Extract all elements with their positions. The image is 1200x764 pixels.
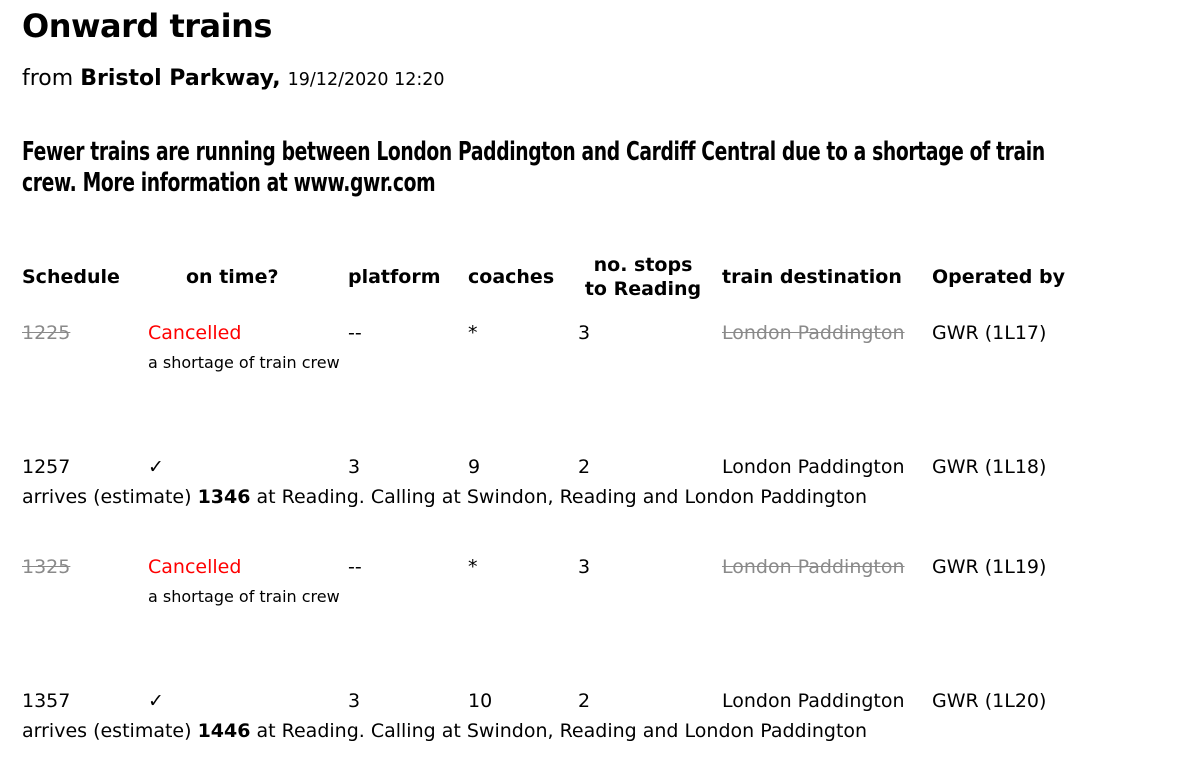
stops-value: 3 <box>578 555 591 578</box>
train-row-main: 1225 Cancelled -- * 3 London Paddington … <box>22 321 1188 345</box>
train-row-main: 1325 Cancelled -- * 3 London Paddington … <box>22 555 1188 579</box>
header-on-time: on time? <box>186 265 279 288</box>
cancellation-reason: a shortage of train crew <box>148 352 340 372</box>
operator-value: GWR (1L17) <box>932 321 1047 344</box>
destination-value: London Paddington <box>722 321 905 344</box>
operator-value: GWR (1L18) <box>932 455 1047 478</box>
header-destination: train destination <box>722 265 902 288</box>
stops-value: 3 <box>578 321 591 344</box>
train-row-1257: 1257 ✓ 3 9 2 London Paddington GWR (1L18… <box>22 455 1188 507</box>
disruption-notice-line2: crew. More information at www.gwr.com <box>22 167 436 198</box>
schedule-time: 1257 <box>22 455 71 478</box>
header-stops-line2: to Reading <box>584 277 702 300</box>
schedule-time: 1357 <box>22 689 71 712</box>
table-header: Schedule on time? platform coaches no. s… <box>22 253 1188 301</box>
coaches-value: 10 <box>468 689 493 712</box>
header-stops-line1: no. stops <box>593 253 693 276</box>
train-row-1225: 1225 Cancelled -- * 3 London Paddington … <box>22 321 1188 373</box>
on-time-check: ✓ <box>148 455 164 478</box>
on-time-check: ✓ <box>148 689 164 712</box>
train-row-main: 1257 ✓ 3 9 2 London Paddington GWR (1L18… <box>22 455 1188 479</box>
platform-value: 3 <box>348 689 361 712</box>
arrival-detail: arrives (estimate) 1446 at Reading. Call… <box>22 721 1188 741</box>
disruption-notice: Fewer trains are running between London … <box>22 137 1200 199</box>
arrival-time-estimate: 1446 <box>197 719 251 742</box>
disruption-notice-line1: Fewer trains are running between London … <box>22 136 1045 167</box>
arrival-detail-suffix: at Reading. Calling at Swindon, Reading … <box>256 485 868 508</box>
status-cancelled: Cancelled <box>148 555 242 578</box>
subtitle: from Bristol Parkway, 19/12/2020 12:20 <box>22 66 1188 93</box>
destination-value: London Paddington <box>722 555 905 578</box>
destination-value: London Paddington <box>722 689 905 712</box>
origin-station: Bristol Parkway, <box>80 65 281 91</box>
stops-value: 2 <box>578 455 591 478</box>
platform-value: 3 <box>348 455 361 478</box>
cancellation-reason: a shortage of train crew <box>148 586 340 606</box>
arrival-detail-suffix: at Reading. Calling at Swindon, Reading … <box>256 719 868 742</box>
arrival-detail: arrives (estimate) 1346 at Reading. Call… <box>22 487 1188 507</box>
coaches-value: 9 <box>468 455 481 478</box>
page-title: Onward trains <box>22 7 272 45</box>
from-label: from <box>22 65 74 91</box>
header-stops-to-reading: no. stops to Reading <box>578 253 708 301</box>
train-row-1325: 1325 Cancelled -- * 3 London Paddington … <box>22 555 1188 607</box>
arrival-detail-prefix: arrives (estimate) <box>22 719 192 742</box>
platform-value: -- <box>348 321 362 344</box>
operator-value: GWR (1L19) <box>932 555 1047 578</box>
datetime: 19/12/2020 12:20 <box>287 69 445 90</box>
coaches-value: * <box>468 555 478 578</box>
train-row-1357: 1357 ✓ 3 10 2 London Paddington GWR (1L2… <box>22 689 1188 741</box>
stops-value: 2 <box>578 689 591 712</box>
train-row-main: 1357 ✓ 3 10 2 London Paddington GWR (1L2… <box>22 689 1188 713</box>
schedule-time: 1225 <box>22 321 71 344</box>
header-schedule: Schedule <box>22 265 120 288</box>
train-rows: 1225 Cancelled -- * 3 London Paddington … <box>22 321 1188 741</box>
header-platform: platform <box>348 265 441 288</box>
schedule-time: 1325 <box>22 555 71 578</box>
coaches-value: * <box>468 321 478 344</box>
platform-value: -- <box>348 555 362 578</box>
header-coaches: coaches <box>468 265 555 288</box>
operator-value: GWR (1L20) <box>932 689 1047 712</box>
destination-value: London Paddington <box>722 455 905 478</box>
arrival-detail-prefix: arrives (estimate) <box>22 485 192 508</box>
status-cancelled: Cancelled <box>148 321 242 344</box>
arrival-time-estimate: 1346 <box>197 485 251 508</box>
header-operated-by: Operated by <box>932 265 1065 288</box>
